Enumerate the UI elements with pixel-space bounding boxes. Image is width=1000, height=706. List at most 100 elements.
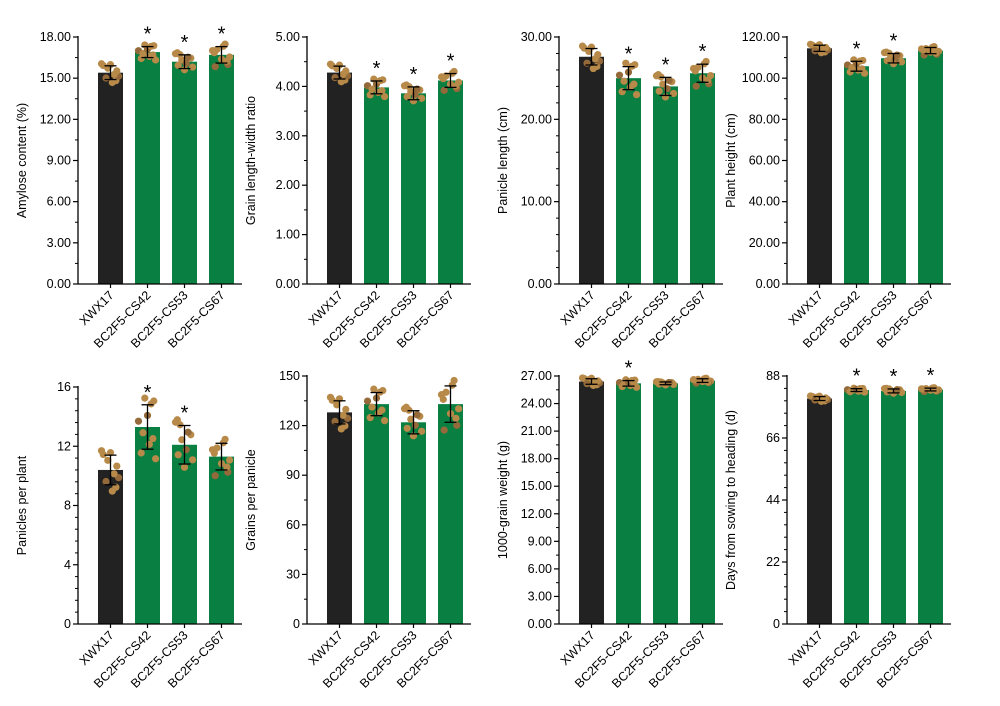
data-point: [381, 417, 389, 425]
y-tick-label: 100.00: [742, 71, 780, 85]
data-point: [137, 449, 145, 457]
data-point: [97, 60, 106, 68]
significance-mark: *: [181, 32, 189, 54]
data-point: [407, 415, 415, 423]
y-axis-title: 1000-grain weight (g): [496, 441, 510, 559]
data-point: [339, 70, 347, 78]
y-axis-title: Grain length-width ratio: [244, 96, 258, 225]
data-point: [381, 92, 389, 101]
bar: [918, 389, 943, 624]
data-point: [453, 421, 461, 429]
data-point: [633, 383, 641, 391]
significance-mark: *: [890, 366, 898, 388]
y-tick-label: 66: [766, 431, 780, 445]
data-point: [331, 417, 339, 426]
bar: [881, 390, 906, 624]
data-point: [413, 411, 421, 419]
y-tick-label: 1.00: [276, 228, 300, 242]
y-tick-label: 0: [64, 617, 71, 631]
data-point: [174, 451, 182, 459]
y-axis-title: Amylose content (%): [15, 103, 29, 218]
data-point: [189, 456, 197, 464]
data-point: [210, 449, 218, 457]
bar: [172, 61, 197, 285]
significance-mark: *: [853, 366, 861, 388]
data-point: [97, 447, 106, 455]
bar: [918, 50, 943, 285]
chart-panel-7: XWX17*BC2F5-CS42BC2F5-CS53BC2F5-CS670.00…: [496, 358, 723, 691]
y-tick-label: 4.00: [276, 79, 300, 93]
significance-mark: *: [144, 382, 152, 404]
significance-mark: *: [890, 30, 898, 52]
data-point: [654, 377, 662, 386]
data-point: [930, 42, 938, 51]
data-point: [335, 61, 344, 69]
chart-panel-5: XWX17*BC2F5-CS42*BC2F5-CS53BC2F5-CS67048…: [15, 380, 242, 691]
data-point: [846, 388, 854, 396]
bar: [438, 80, 463, 284]
bar: [209, 54, 234, 284]
data-point: [149, 434, 157, 443]
data-point: [368, 85, 376, 93]
data-point: [226, 456, 234, 464]
data-point: [141, 394, 149, 402]
data-point: [811, 47, 819, 55]
chart-panel-1: XWX17*BC2F5-CS42*BC2F5-CS53*BC2F5-CS670.…: [15, 24, 242, 351]
data-point: [110, 470, 118, 478]
bar: [209, 456, 234, 624]
y-tick-label: 3.00: [47, 236, 71, 250]
data-point: [211, 63, 219, 71]
y-tick-label: 0.00: [528, 617, 552, 631]
data-point: [184, 428, 192, 436]
bar: [327, 412, 352, 624]
y-tick-label: 0.00: [47, 277, 71, 291]
y-axis-title: Panicles per plant: [15, 455, 29, 555]
data-point: [182, 446, 190, 454]
data-point: [363, 397, 372, 405]
bar: [616, 78, 641, 285]
data-point: [898, 58, 906, 66]
data-point: [882, 384, 890, 392]
y-tick-label: 18.00: [40, 30, 71, 44]
data-point: [450, 376, 458, 385]
data-point: [633, 91, 641, 99]
data-point: [178, 436, 186, 444]
data-point: [583, 59, 591, 67]
data-point: [861, 69, 869, 77]
data-point: [174, 61, 182, 69]
bar: [844, 390, 869, 624]
chart-panel-4: XWX17*BC2F5-CS42*BC2F5-CS53BC2F5-CS670.0…: [724, 30, 951, 351]
data-point: [180, 463, 189, 471]
bar: [579, 56, 604, 285]
y-tick-label: 15.00: [521, 479, 552, 493]
y-tick-label: 9.00: [528, 534, 552, 548]
bar: [401, 93, 426, 284]
y-tick-label: 5.00: [276, 30, 300, 44]
y-tick-label: 4: [64, 558, 71, 572]
data-point: [106, 449, 115, 457]
data-point: [221, 435, 229, 443]
bar: [616, 383, 641, 624]
significance-mark: *: [625, 358, 633, 380]
significance-mark: *: [218, 24, 226, 46]
significance-mark: *: [927, 365, 935, 387]
bar: [135, 52, 160, 284]
data-point: [403, 424, 411, 432]
data-point: [663, 85, 671, 93]
data-point: [333, 401, 341, 409]
y-tick-label: 30.00: [521, 30, 552, 44]
data-point: [452, 82, 460, 90]
bar: [172, 444, 197, 624]
data-point: [655, 87, 663, 95]
bar: [881, 58, 906, 284]
bar: [690, 73, 715, 284]
y-tick-label: 88: [766, 369, 780, 383]
data-point: [691, 67, 699, 75]
significance-mark: *: [144, 24, 152, 46]
data-point: [654, 71, 662, 79]
y-axis-title: Plant height (cm): [724, 113, 738, 207]
y-tick-label: 6.00: [47, 195, 71, 209]
y-tick-label: 0: [293, 617, 300, 631]
data-point: [893, 51, 901, 59]
data-point: [618, 382, 626, 391]
